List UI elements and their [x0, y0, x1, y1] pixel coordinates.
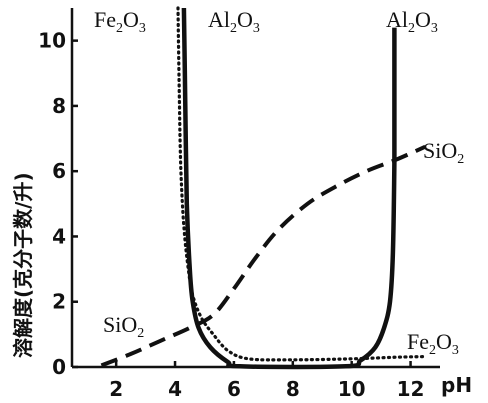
x-axis-title: pH [441, 373, 472, 397]
label-fe2o3-top: Fe2O3 [94, 7, 146, 36]
label-sio2-right: SiO2 [423, 138, 464, 167]
y-tick-label: 0 [52, 355, 66, 379]
x-tick-label: 4 [168, 377, 182, 401]
series-al2o3-line [181, 7, 397, 370]
label-al2o3-top-left: Al2O3 [208, 7, 260, 36]
x-tick-label: 2 [109, 377, 123, 401]
y-tick-label: 2 [52, 290, 66, 314]
y-tick-label: 6 [52, 159, 66, 183]
label-fe2o3-bottom-right: Fe2O3 [407, 329, 459, 358]
x-tick-label: 12 [397, 377, 425, 401]
x-tick-label: 6 [227, 377, 241, 401]
x-tick-label: 10 [338, 377, 366, 401]
series-sio2-line [100, 144, 427, 368]
x-tick-group: 2 4 6 8 10 12 [109, 361, 424, 401]
y-tick-group: 0 2 4 6 8 10 [38, 29, 78, 379]
x-tick-label: 8 [286, 377, 300, 401]
y-tick-label: 10 [38, 29, 66, 53]
label-sio2-left: SiO2 [103, 312, 144, 341]
label-al2o3-top-right: Al2O3 [386, 7, 438, 36]
y-axis-title: 溶解度(克分子数/升) [11, 172, 35, 358]
y-tick-label: 4 [52, 224, 66, 248]
y-tick-label: 8 [52, 94, 66, 118]
series-fe2o3-line [176, 6, 427, 362]
